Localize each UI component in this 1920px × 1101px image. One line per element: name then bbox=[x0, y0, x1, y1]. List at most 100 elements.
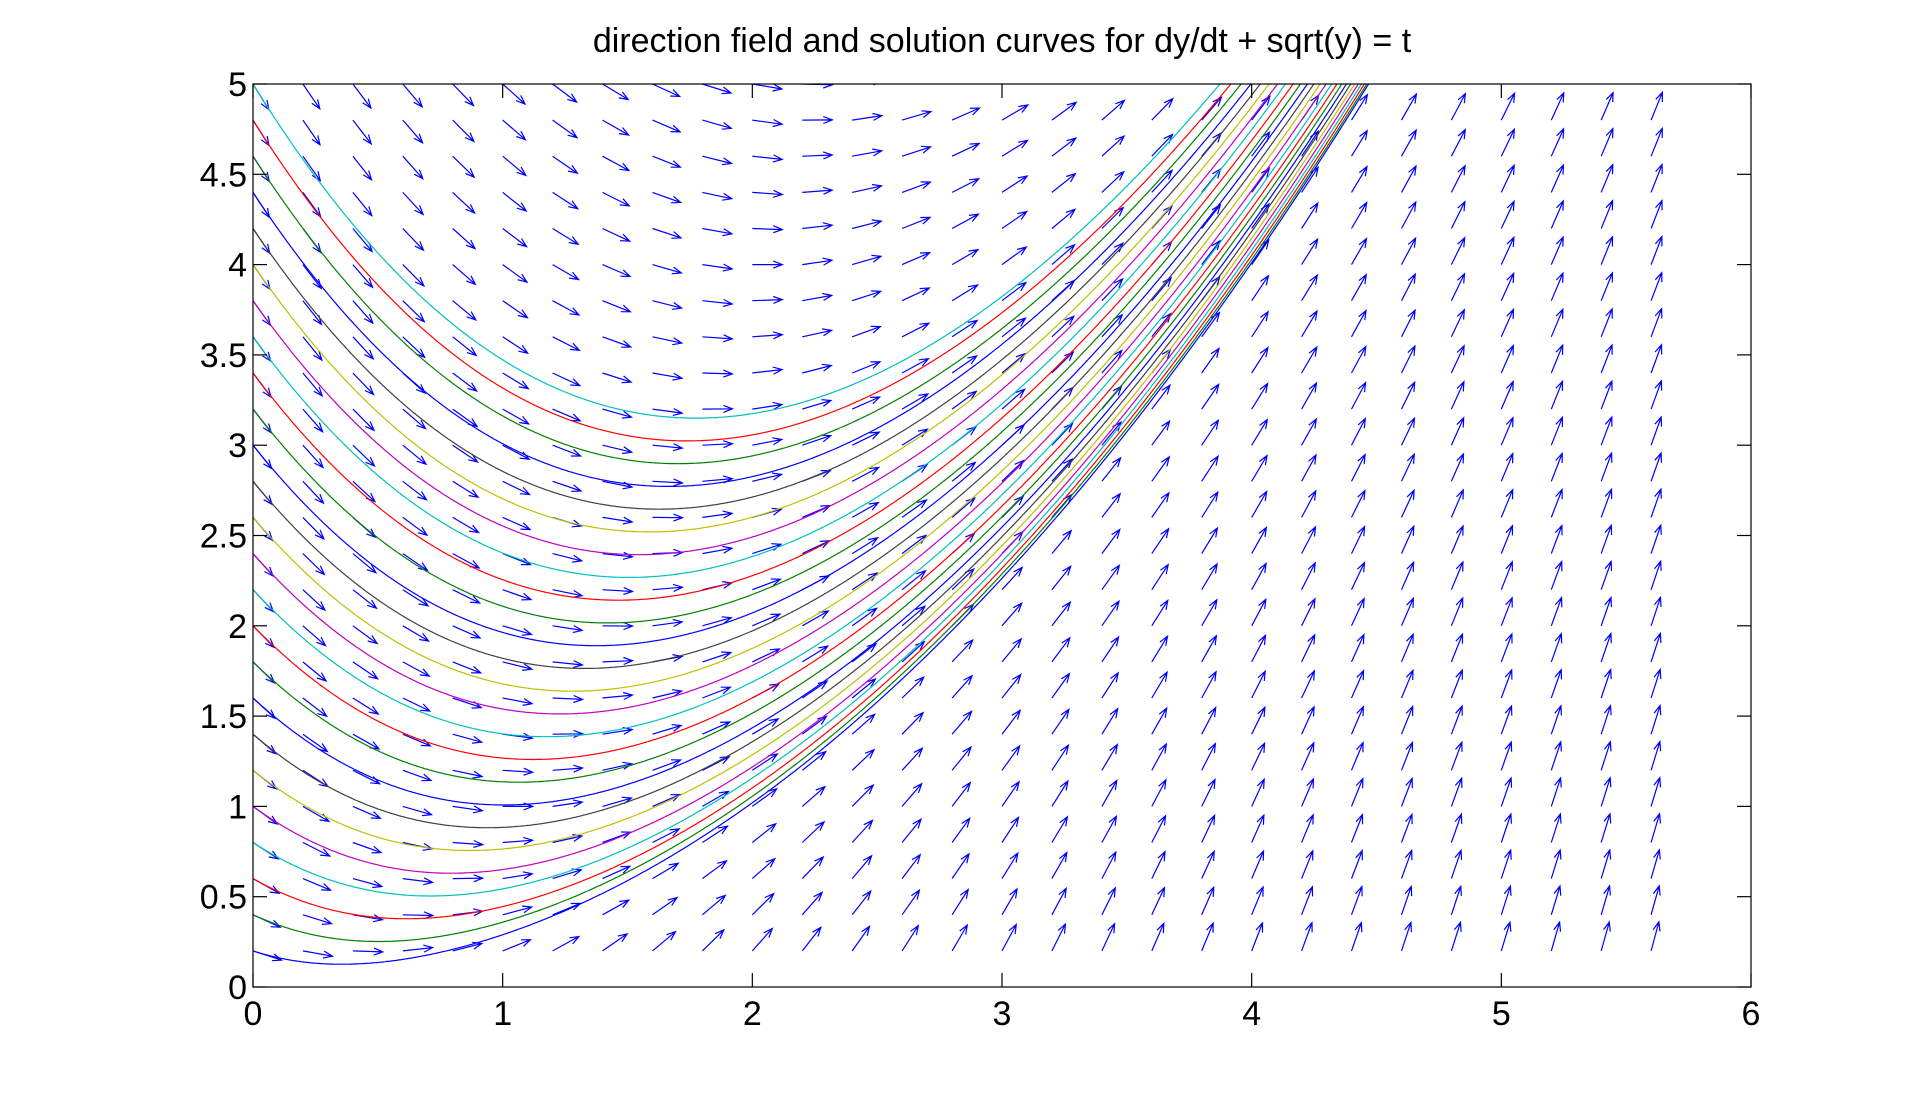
direction-arrow bbox=[1500, 668, 1513, 699]
direction-arrow bbox=[352, 697, 380, 715]
y-tick-label: 2 bbox=[228, 608, 247, 646]
solution-curve bbox=[253, 84, 1309, 647]
direction-arrow bbox=[1001, 637, 1023, 663]
direction-arrow bbox=[851, 431, 881, 446]
direction-arrow bbox=[452, 733, 484, 744]
direction-arrow bbox=[452, 516, 481, 534]
direction-arrow bbox=[1301, 525, 1317, 554]
direction-arrow bbox=[1251, 274, 1270, 302]
direction-arrow bbox=[302, 372, 324, 398]
direction-arrow bbox=[302, 336, 323, 362]
direction-arrow bbox=[1600, 415, 1613, 446]
direction-arrow bbox=[1001, 601, 1023, 627]
direction-arrow bbox=[302, 155, 322, 183]
direction-arrow bbox=[851, 819, 874, 843]
direction-arrow bbox=[1650, 595, 1662, 626]
direction-arrow bbox=[801, 785, 827, 807]
direction-arrow bbox=[1500, 524, 1514, 554]
direction-arrow bbox=[901, 888, 921, 916]
direction-arrow bbox=[452, 228, 477, 250]
direction-arrow bbox=[1650, 740, 1662, 771]
direction-arrow bbox=[1051, 208, 1077, 229]
direction-arrow bbox=[1600, 379, 1613, 410]
direction-arrow bbox=[652, 759, 683, 771]
direction-arrow bbox=[752, 578, 782, 591]
direction-arrow bbox=[1550, 704, 1562, 735]
x-tick-label: 6 bbox=[1742, 995, 1761, 1033]
direction-arrow bbox=[1600, 451, 1613, 482]
direction-arrow bbox=[302, 119, 321, 147]
direction-arrow bbox=[1051, 922, 1067, 952]
direction-arrow bbox=[1650, 198, 1663, 229]
solution-curve bbox=[253, 84, 1366, 920]
direction-arrow bbox=[1201, 742, 1217, 771]
direction-arrow bbox=[752, 295, 784, 304]
solution-curve bbox=[253, 84, 1302, 624]
solution-curves bbox=[253, 84, 1370, 965]
direction-arrow bbox=[901, 145, 933, 157]
direction-arrow bbox=[951, 178, 981, 193]
direction-arrow bbox=[1400, 380, 1416, 410]
direction-arrow bbox=[801, 855, 825, 880]
direction-arrow bbox=[1350, 921, 1363, 952]
direction-arrow bbox=[502, 767, 535, 776]
direction-arrow bbox=[602, 119, 631, 136]
direction-arrow bbox=[852, 254, 883, 266]
direction-arrow bbox=[1151, 742, 1168, 771]
direction-arrow bbox=[1550, 596, 1563, 627]
direction-arrow bbox=[502, 836, 535, 845]
direction-arrow bbox=[752, 401, 784, 410]
direction-arrow bbox=[702, 440, 735, 449]
direction-arrow bbox=[352, 841, 383, 854]
direction-arrow bbox=[1001, 459, 1025, 482]
direction-arrow bbox=[352, 155, 373, 182]
direction-arrow bbox=[1251, 885, 1264, 916]
direction-arrow bbox=[851, 783, 875, 807]
solution-curve bbox=[253, 84, 1352, 829]
direction-arrow bbox=[1400, 200, 1417, 229]
direction-arrow bbox=[1301, 849, 1314, 879]
solution-curve bbox=[253, 84, 1363, 897]
direction-arrow bbox=[1151, 419, 1171, 446]
direction-arrow bbox=[1500, 127, 1516, 157]
direction-arrow bbox=[1051, 529, 1073, 554]
direction-arrow bbox=[552, 408, 582, 422]
direction-arrow bbox=[552, 300, 581, 316]
direction-arrow bbox=[1350, 381, 1367, 410]
direction-arrow bbox=[1400, 92, 1418, 121]
direction-arrow bbox=[402, 944, 435, 953]
direction-arrow bbox=[1600, 884, 1611, 915]
direction-arrow bbox=[452, 661, 483, 674]
direction-arrow bbox=[1001, 851, 1019, 879]
direction-arrow bbox=[901, 711, 925, 735]
direction-arrow bbox=[702, 545, 734, 555]
direction-arrow bbox=[1301, 597, 1316, 627]
direction-arrow bbox=[752, 154, 784, 163]
direction-arrow bbox=[1500, 920, 1512, 952]
direction-arrow bbox=[1251, 597, 1267, 627]
direction-arrow bbox=[1450, 308, 1466, 338]
direction-arrow bbox=[352, 878, 384, 889]
direction-arrow bbox=[851, 677, 877, 699]
direction-arrow bbox=[1350, 453, 1366, 482]
direction-arrow bbox=[1650, 307, 1663, 338]
direction-arrow bbox=[1151, 670, 1168, 699]
direction-arrow bbox=[1550, 884, 1562, 915]
direction-arrow bbox=[1251, 346, 1269, 374]
direction-arrow bbox=[801, 715, 828, 735]
direction-arrow bbox=[1600, 848, 1612, 879]
direction-arrow bbox=[602, 155, 631, 172]
direction-arrow bbox=[1500, 452, 1514, 482]
solution-curve bbox=[253, 84, 1370, 965]
direction-arrow bbox=[1600, 668, 1612, 699]
direction-arrow bbox=[302, 553, 326, 576]
direction-arrow bbox=[851, 607, 878, 627]
direction-arrow bbox=[1400, 560, 1415, 590]
direction-arrow bbox=[1500, 776, 1513, 807]
direction-arrow bbox=[901, 499, 928, 518]
direction-arrow bbox=[801, 680, 829, 699]
direction-arrow bbox=[752, 331, 784, 340]
direction-arrow bbox=[1400, 524, 1415, 554]
direction-arrow bbox=[1251, 741, 1266, 771]
direction-arrow bbox=[1151, 527, 1170, 554]
